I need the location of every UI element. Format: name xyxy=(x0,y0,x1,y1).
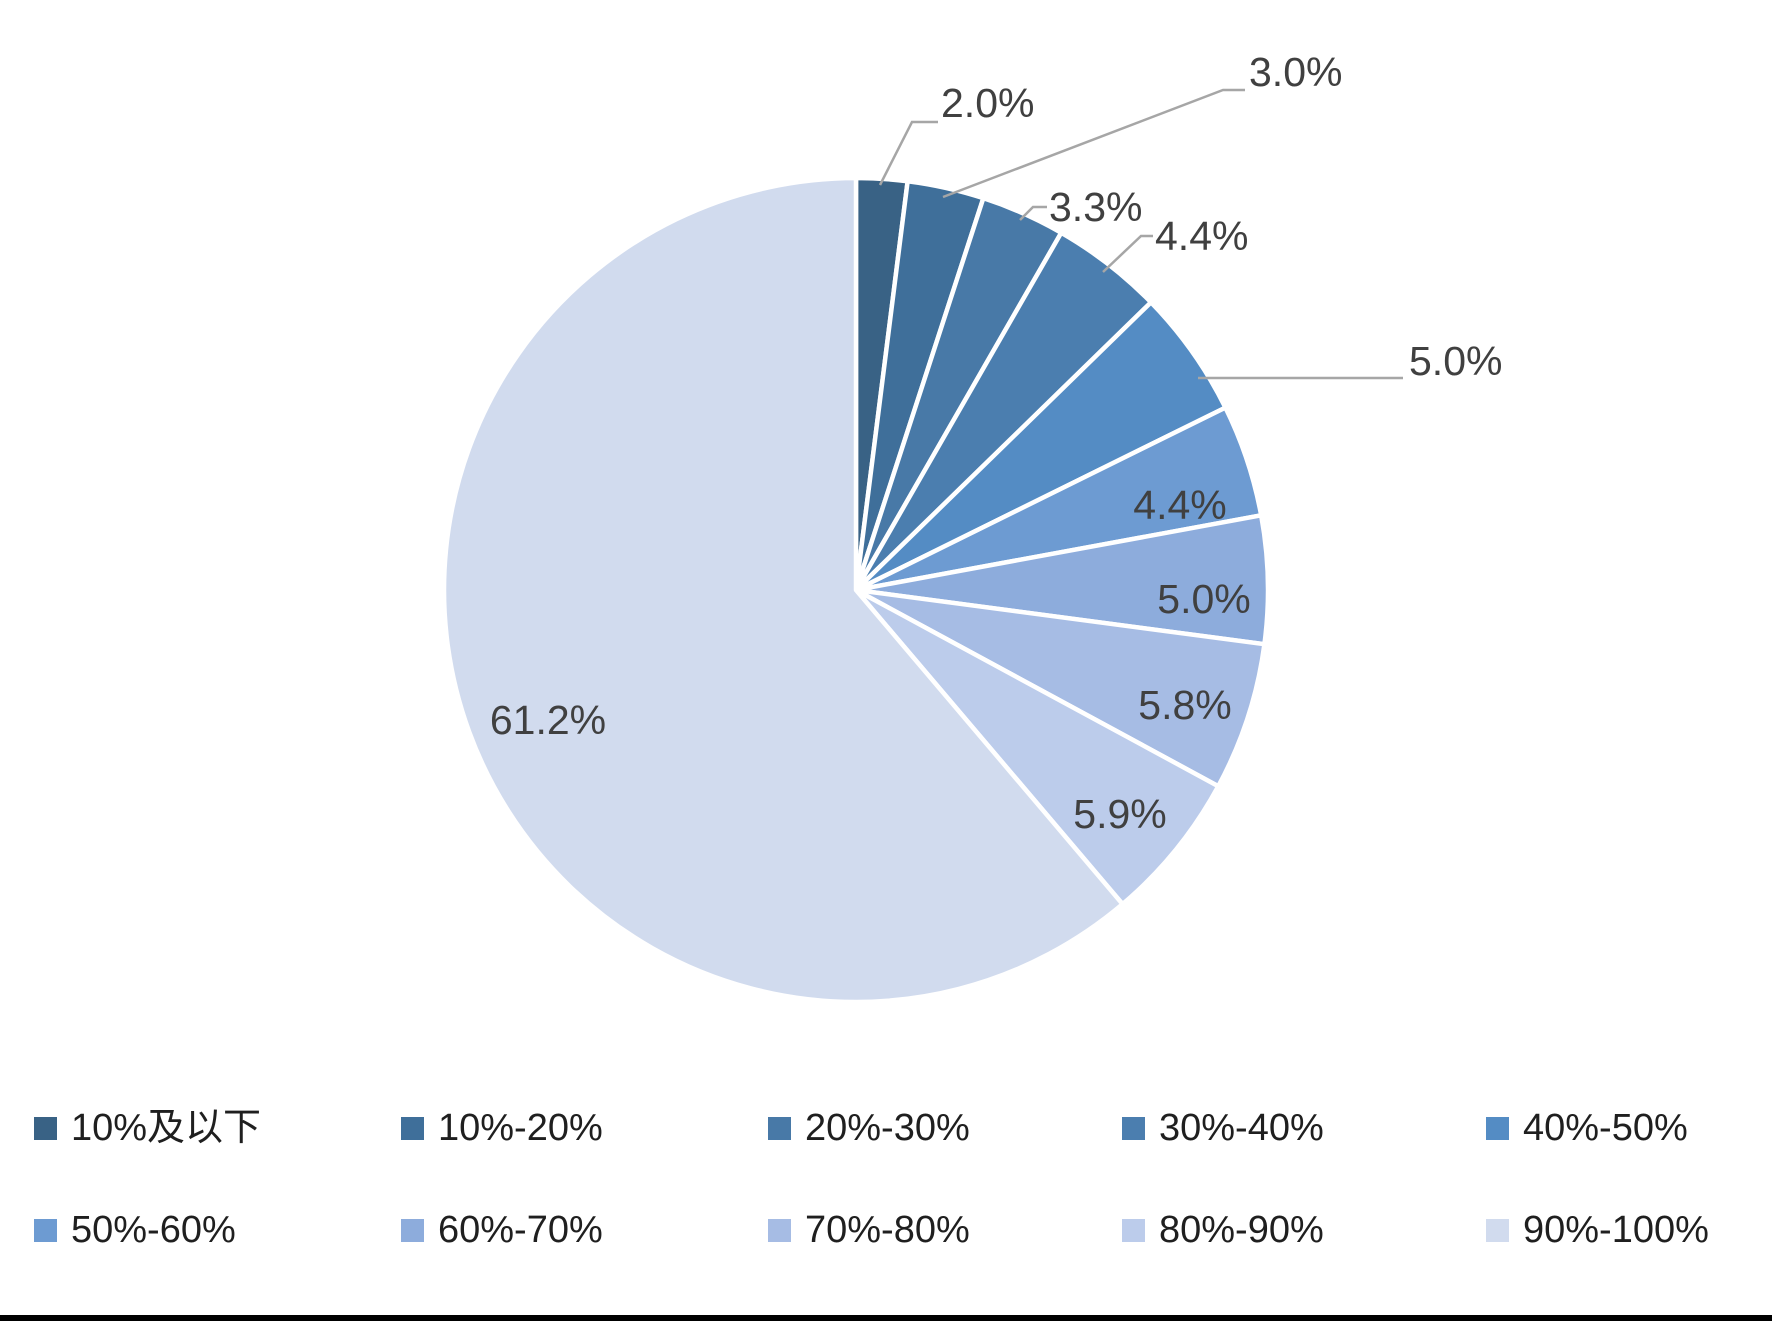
legend-item-70%-80%: 70%-80% xyxy=(768,1208,970,1252)
legend-label: 30%-40% xyxy=(1159,1107,1324,1149)
legend-item-90%-100%: 90%-100% xyxy=(1486,1208,1709,1252)
legend-label: 80%-90% xyxy=(1159,1209,1324,1251)
legend-swatch-icon xyxy=(401,1116,424,1140)
legend-swatch-icon xyxy=(1486,1116,1509,1140)
legend-item-40%-50%: 40%-50% xyxy=(1486,1106,1688,1150)
legend-item-30%-40%: 30%-40% xyxy=(1122,1106,1324,1150)
legend-swatch-icon xyxy=(1122,1116,1145,1140)
slice-label-90%-100%: 61.2% xyxy=(490,697,606,743)
legend-label: 90%-100% xyxy=(1523,1209,1709,1251)
legend-label: 50%-60% xyxy=(71,1209,236,1251)
legend-item-10%及以下: 10%及以下 xyxy=(34,1106,261,1150)
bottom-border-line xyxy=(0,1315,1772,1321)
slice-label-10%及以下: 2.0% xyxy=(941,80,1034,126)
slice-label-10%-20%: 3.0% xyxy=(1249,49,1342,95)
slice-label-80%-90%: 5.9% xyxy=(1073,791,1166,837)
legend-item-10%-20%: 10%-20% xyxy=(401,1106,603,1150)
legend-item-80%-90%: 80%-90% xyxy=(1122,1208,1324,1252)
leader-line-20%-30% xyxy=(1019,205,1047,221)
leader-line-10%-20% xyxy=(942,88,1245,199)
legend-swatch-icon xyxy=(34,1218,57,1242)
slice-label-30%-40%: 4.4% xyxy=(1155,213,1248,259)
legend-label: 20%-30% xyxy=(805,1107,970,1149)
pie-slice-70%-80% xyxy=(853,587,1267,789)
legend-label: 10%及以下 xyxy=(71,1107,262,1149)
legend-swatch-icon xyxy=(34,1116,57,1140)
slice-label-50%-60%: 4.4% xyxy=(1133,482,1226,528)
legend-swatch-icon xyxy=(401,1218,424,1242)
leader-line-30%-40% xyxy=(1102,234,1153,273)
legend-swatch-icon xyxy=(768,1218,791,1242)
pie-slice-80%-90% xyxy=(853,587,1221,907)
pie-slice-90%-100% xyxy=(441,175,1125,1005)
legend-item-20%-30%: 20%-30% xyxy=(768,1106,970,1150)
legend-label: 40%-50% xyxy=(1523,1107,1688,1149)
slice-label-20%-30%: 3.3% xyxy=(1049,184,1142,230)
legend-swatch-icon xyxy=(1486,1218,1509,1242)
legend-item-60%-70%: 60%-70% xyxy=(401,1208,603,1252)
legend-label: 10%-20% xyxy=(438,1107,603,1149)
legend-label: 60%-70% xyxy=(438,1209,603,1251)
leader-line-10%及以下 xyxy=(878,120,938,186)
legend-label: 70%-80% xyxy=(805,1209,970,1251)
slice-label-70%-80%: 5.8% xyxy=(1138,682,1231,728)
legend-swatch-icon xyxy=(1122,1218,1145,1242)
legend-item-50%-60%: 50%-60% xyxy=(34,1208,236,1252)
legend-swatch-icon xyxy=(768,1116,791,1140)
slice-label-60%-70%: 5.0% xyxy=(1157,576,1250,622)
slice-label-40%-50%: 5.0% xyxy=(1409,338,1502,384)
